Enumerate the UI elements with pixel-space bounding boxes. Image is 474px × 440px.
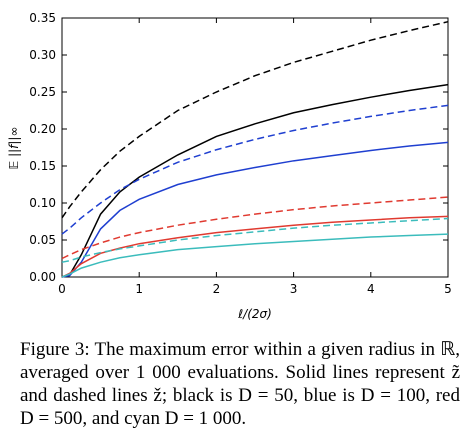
x-tick-label: 3	[290, 282, 298, 296]
x-tick-label: 1	[135, 282, 143, 296]
solid-line	[61, 215, 449, 278]
x-tick-label: 2	[213, 282, 221, 296]
solid-line	[61, 233, 449, 278]
y-tick-label: 0.10	[29, 196, 56, 210]
dashed-line	[61, 196, 449, 260]
dashed-line	[61, 20, 449, 219]
y-tick-label: 0.25	[29, 85, 56, 99]
chart: ℓ/(2σ) 𝔼 ||f||∞ 0.00 0.05 0.10 0.15 0.20 0.25…	[7, 11, 452, 321]
y-tick-label: 0.15	[29, 159, 56, 173]
y-tick-label: 0.20	[29, 122, 56, 136]
solid-line	[61, 141, 449, 278]
caption: Figure 3: The maximum error within a giv…	[20, 339, 460, 429]
plot-frame	[61, 17, 449, 278]
dashed-line	[61, 217, 449, 263]
x-tick-label: 4	[367, 282, 375, 296]
y-tick-label: 0.05	[29, 233, 56, 247]
y-tick-label: 0.35	[29, 11, 56, 25]
dashed-line	[61, 104, 449, 235]
y-tick-label: 0.00	[29, 270, 56, 284]
x-axis-label: ℓ/(2σ)	[237, 307, 272, 321]
x-tick-label: 5	[444, 282, 452, 296]
y-tick-label: 0.30	[29, 48, 56, 62]
y-axis-label: 𝔼 ||f||∞	[7, 127, 21, 170]
x-tick-label: 0	[58, 282, 66, 296]
